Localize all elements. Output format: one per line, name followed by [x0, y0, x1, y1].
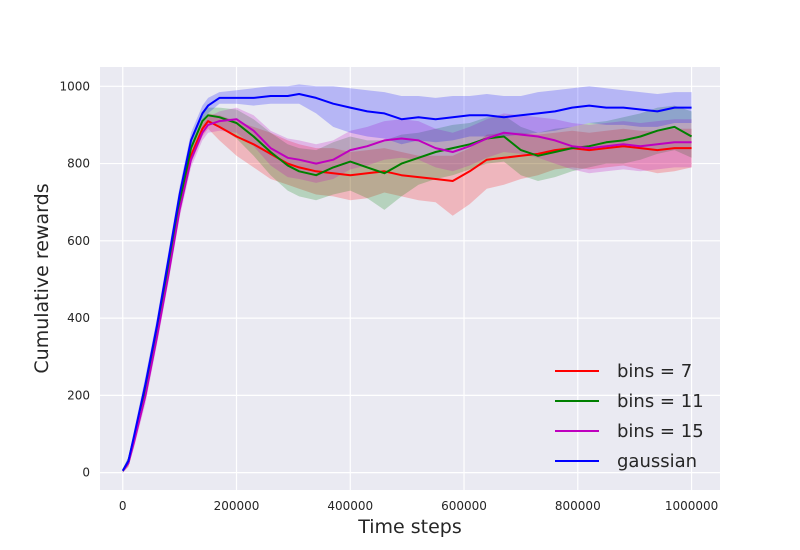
y-tick-label: 800 [67, 157, 90, 171]
x-axis-label: Time steps [357, 516, 462, 538]
series-line-bins-15 [121, 118, 692, 472]
band-bins-15 [122, 107, 692, 473]
x-tick-label: 800000 [555, 499, 601, 513]
x-tick-label: 200000 [214, 499, 260, 513]
series-lines [121, 93, 693, 472]
x-tick-label: 400000 [327, 499, 373, 513]
y-tick-label: 1000 [59, 79, 90, 93]
band-bins-11 [122, 105, 692, 473]
confidence-bands [122, 84, 692, 473]
x-tick-label: 1000000 [665, 499, 718, 513]
legend-label-bins-7: bins = 7 [617, 361, 692, 382]
legend: bins = 7 bins = 11 bins = 15 gaussian [555, 361, 704, 472]
y-tick-label: 600 [67, 234, 90, 248]
y-axis-label: Cumulative rewards [31, 183, 53, 373]
legend-label-bins-15: bins = 15 [617, 421, 704, 442]
x-tick-label: 600000 [441, 499, 487, 513]
y-tick-label: 400 [67, 311, 90, 325]
plot-area [100, 67, 720, 490]
legend-label-bins-11: bins = 11 [617, 391, 704, 412]
tick-labels: 0 200000 400000 600000 800000 1000000 0 200 400 6… [59, 79, 718, 513]
y-tick-label: 0 [82, 466, 90, 480]
band-bins-7 [122, 113, 692, 473]
legend-label-gaussian: gaussian [617, 451, 697, 472]
y-tick-label: 200 [67, 388, 90, 402]
grid [100, 67, 720, 490]
series-line-gaussian [121, 93, 692, 472]
x-tick-label: 0 [119, 499, 127, 513]
band-gaussian [122, 84, 692, 473]
